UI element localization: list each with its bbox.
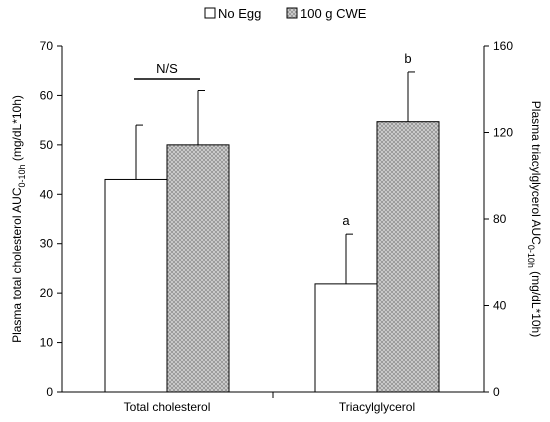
bar-total-cholesterol-100-g-cwe xyxy=(166,144,230,393)
bars xyxy=(104,121,440,393)
y-left-tick-label: 30 xyxy=(40,237,54,251)
y-axis-right-title: Plasma triacylglycerol AUC0-10h (mg/dL*1… xyxy=(526,101,543,337)
y-right-tick-label: 40 xyxy=(493,299,507,313)
legend-label-cwe: 100 g CWE xyxy=(300,6,367,21)
y-left-tick-label: 20 xyxy=(40,286,54,300)
y-left-tick-label: 60 xyxy=(40,88,54,102)
y-right-tick-label: 120 xyxy=(493,126,513,140)
bar-triacylglycerol-100-g-cwe xyxy=(376,121,440,393)
y-right-tick-label: 0 xyxy=(493,385,500,399)
legend-label-no-egg: No Egg xyxy=(218,6,261,21)
error-bars xyxy=(135,71,415,284)
y-axis-right-ticks: 0 40 80 120 160 xyxy=(484,39,513,399)
bar-total-cholesterol-no-egg xyxy=(104,178,168,393)
significance-letter-a: a xyxy=(342,213,350,228)
bar-triacylglycerol-no-egg xyxy=(314,283,378,393)
ns-label: N/S xyxy=(156,61,178,76)
y-right-tick-label: 80 xyxy=(493,212,507,226)
x-tick-label-triacylglycerol: Triacylglycerol xyxy=(339,400,415,414)
x-tick-label-total-cholesterol: Total cholesterol xyxy=(124,400,211,414)
y-left-tick-label: 0 xyxy=(46,385,53,399)
y-right-tick-label: 160 xyxy=(493,39,513,53)
y-axis-left-title: Plasma total cholesterol AUC0-10h (mg/dL… xyxy=(10,95,27,343)
y-left-tick-label: 50 xyxy=(40,138,54,152)
y-axis-left-ticks: 0 10 20 30 40 50 60 70 xyxy=(40,39,62,399)
significance-letter-b: b xyxy=(404,51,411,66)
legend-swatch-cwe xyxy=(286,7,298,19)
legend-swatch-no-egg xyxy=(204,7,216,19)
y-left-tick-label: 10 xyxy=(40,336,54,350)
legend: No Egg 100 g CWE xyxy=(204,6,367,21)
y-left-tick-label: 70 xyxy=(40,39,54,53)
y-left-tick-label: 40 xyxy=(40,187,54,201)
